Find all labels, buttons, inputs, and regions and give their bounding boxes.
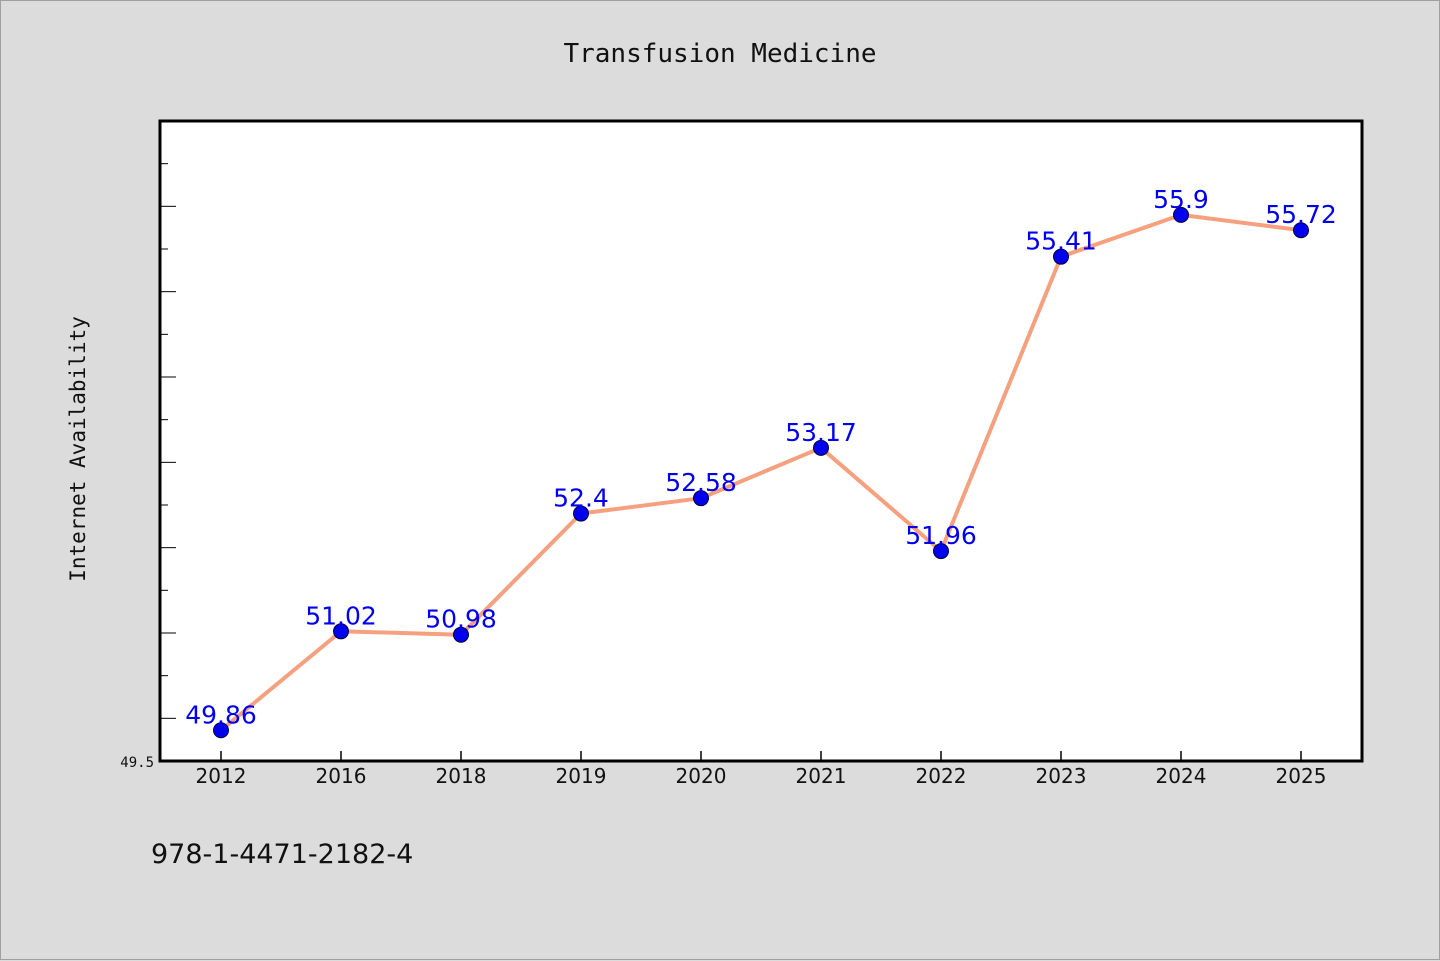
data-point: [693, 490, 709, 507]
x-axis-tick-labels: 2012 2016 2018 2019 2020 2021 2022 2023 2024 2025: [196, 764, 1327, 788]
series-line: [219, 212, 1302, 732]
x-tick-label: 2018: [436, 764, 487, 788]
x-tick-label: 2019: [556, 764, 607, 788]
data-point: [1293, 222, 1309, 239]
x-tick-label: 2016: [316, 764, 367, 788]
y-tick-label: 49.5: [120, 755, 154, 771]
data-point: [1053, 248, 1069, 265]
data-point: [813, 439, 829, 456]
data-point: [453, 626, 469, 643]
data-label: 52.58: [665, 468, 737, 497]
x-axis-ticks: [220, 751, 1302, 761]
data-label: 51.02: [305, 601, 377, 630]
data-point: [933, 543, 949, 560]
data-label: 53.17: [785, 418, 857, 447]
data-point: [573, 505, 589, 522]
data-markers: [213, 206, 1309, 739]
x-tick-label: 2024: [1156, 764, 1207, 788]
data-label: 55.9: [1153, 185, 1209, 214]
data-point: [1173, 206, 1189, 223]
data-label: 51.96: [905, 521, 977, 550]
data-label: 55.41: [1025, 227, 1097, 256]
chart-title: Transfusion Medicine: [563, 39, 876, 69]
x-tick-label: 2021: [796, 764, 847, 788]
data-label: 52.4: [553, 484, 609, 513]
data-point: [213, 722, 229, 739]
x-tick-label: 2020: [676, 764, 727, 788]
y-axis-ticks: [160, 120, 176, 762]
data-label: 50.98: [425, 605, 497, 634]
data-labels: 49.86 51.02 50.98 52.4 52.58 53.17 51.96 55.41 5…: [185, 185, 1337, 729]
data-point: [333, 623, 349, 640]
y-axis-label: Internet Availability: [66, 316, 90, 582]
x-tick-label: 2022: [916, 764, 967, 788]
data-label: 49.86: [185, 700, 257, 729]
plot-area: [158, 119, 1364, 763]
x-tick-label: 2025: [1276, 764, 1327, 788]
data-label: 55.72: [1265, 200, 1337, 229]
x-tick-label: 2012: [196, 764, 247, 788]
footer-isbn: 978-1-4471-2182-4: [151, 839, 413, 870]
x-tick-label: 2023: [1036, 764, 1087, 788]
